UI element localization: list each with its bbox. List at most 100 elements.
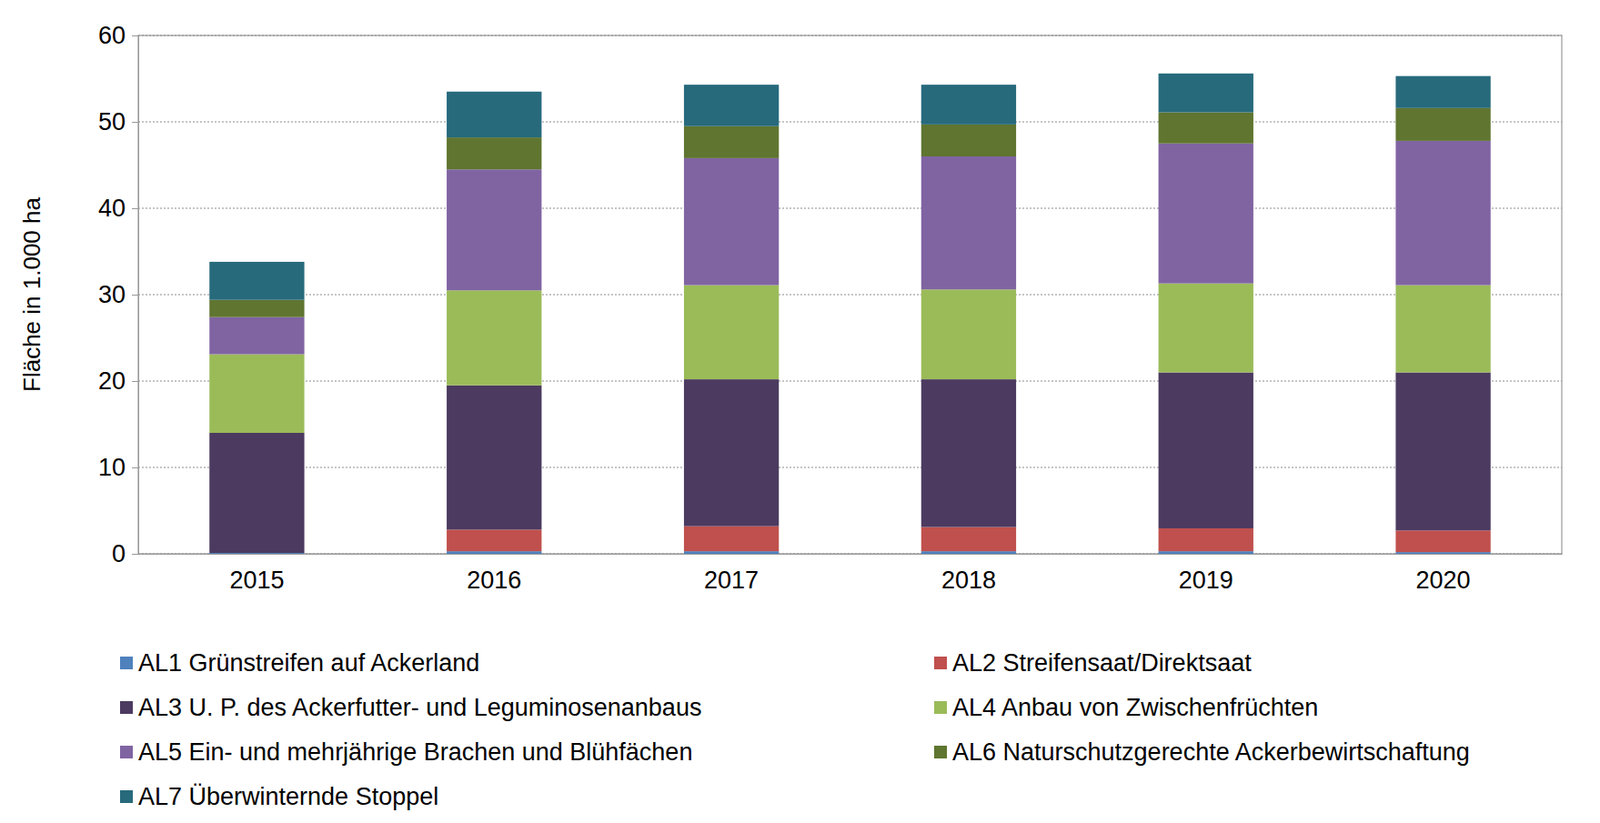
x-tick: 2017 <box>704 553 759 594</box>
bar-segment <box>446 169 542 291</box>
y-axis-title: Fläche in 1.000 ha <box>18 197 46 393</box>
bar-segment <box>1395 76 1490 109</box>
y-tick: 30 <box>98 281 139 309</box>
y-axis-line <box>131 36 140 555</box>
grid-line <box>138 467 1562 469</box>
bar-segment <box>921 84 1017 125</box>
y-tick: 60 <box>98 21 139 50</box>
legend-swatch <box>934 701 947 715</box>
legend-swatch <box>934 656 947 670</box>
legend-label: AL3 U. P. des Ackerfutter- und Leguminos… <box>138 694 702 722</box>
bar-segment <box>1395 530 1490 553</box>
bar-segment <box>209 317 304 355</box>
series <box>446 526 1491 554</box>
bar-segment <box>921 124 1017 157</box>
y-tick-mark <box>131 35 139 37</box>
legend-label: AL5 Ein- und mehrjährige Brachen und Blü… <box>138 738 693 766</box>
y-tick-label: 10 <box>98 453 126 482</box>
y-tick-label: 30 <box>98 281 126 309</box>
bar-segment <box>921 551 1017 554</box>
bar-segment <box>1395 372 1490 532</box>
legend-label: AL2 Streifensaat/Direktsaat <box>952 649 1252 677</box>
x-tick-label: 2015 <box>229 566 284 594</box>
series <box>209 283 1491 433</box>
y-tick: 50 <box>98 108 139 136</box>
y-tick: 20 <box>98 367 139 395</box>
series <box>209 108 1491 318</box>
series <box>209 140 1491 355</box>
x-tick-label: 2017 <box>704 566 759 594</box>
y-tick-mark <box>131 553 139 555</box>
grid-line <box>138 381 1562 383</box>
x-tick-label: 2019 <box>1178 566 1234 594</box>
legend-label: AL4 Anbau von Zwischenfrüchten <box>952 694 1319 722</box>
legend-swatch <box>120 745 133 759</box>
bar-segment <box>921 527 1017 553</box>
grid <box>138 35 1562 554</box>
legend-swatch <box>120 701 133 715</box>
bar-segment <box>1158 112 1254 144</box>
bar-segment <box>446 137 542 170</box>
legend-label: AL7 Überwinternde Stoppel <box>138 783 439 811</box>
legend-swatch <box>120 656 133 670</box>
legend-swatch <box>934 745 947 759</box>
bar-segment <box>1158 73 1254 113</box>
series <box>209 372 1491 554</box>
y-axis: 0 10 20 30 40 50 60 <box>98 21 140 568</box>
bar-segment <box>921 156 1017 290</box>
legend-label: AL6 Naturschutzgerechte Ackerbewirtschaf… <box>952 738 1470 766</box>
bar-segment <box>1395 108 1490 141</box>
y-tick: 40 <box>98 194 139 222</box>
bar-segment <box>209 354 304 433</box>
grid-line <box>138 553 1562 555</box>
legend-item: AL5 Ein- und mehrjährige Brachen und Blü… <box>120 738 693 766</box>
bar-segment <box>209 300 304 318</box>
y-tick-mark <box>131 121 139 123</box>
bar-segment <box>446 290 542 386</box>
chart: 0102030405060201520162017201820192020Flä… <box>0 0 1600 823</box>
series <box>209 551 1491 554</box>
y-tick-label: 60 <box>98 21 126 50</box>
plot: 0102030405060201520162017201820192020 <box>98 21 1563 594</box>
bars <box>209 73 1491 554</box>
legend-item: AL6 Naturschutzgerechte Ackerbewirtschaf… <box>934 738 1470 766</box>
y-tick-label: 40 <box>98 194 126 222</box>
y-tick: 0 <box>111 540 139 568</box>
y-tick-mark <box>131 467 139 469</box>
y-tick-mark <box>131 208 139 210</box>
legend-item: AL2 Streifensaat/Direktsaat <box>934 649 1252 677</box>
y-tick-label: 20 <box>98 367 126 395</box>
bar-segment <box>921 289 1017 380</box>
bar-segment <box>684 285 779 381</box>
bar-segment <box>1158 143 1254 284</box>
x-tick: 2019 <box>1178 553 1234 594</box>
x-tick-label: 2018 <box>941 566 997 594</box>
x-tick-label: 2016 <box>466 566 522 594</box>
legend-item: AL7 Überwinternde Stoppel <box>120 783 439 811</box>
grid-line <box>138 35 1562 37</box>
bar-segment <box>1395 140 1490 286</box>
bar-segment <box>684 551 779 554</box>
bar-segment <box>1158 551 1254 554</box>
legend: AL1 Grünstreifen auf Ackerland AL2 Streif… <box>120 649 1470 811</box>
y-tick-mark <box>131 294 139 296</box>
bar-segment <box>1158 528 1254 552</box>
legend-swatch <box>120 790 133 804</box>
y-tick-mark <box>131 381 139 383</box>
series <box>209 73 1491 301</box>
bar-segment <box>684 126 779 159</box>
bar-segment <box>684 379 779 526</box>
bar-segment <box>1158 283 1254 373</box>
legend-item: AL1 Grünstreifen auf Ackerland <box>120 649 480 677</box>
bar-segment <box>446 529 542 552</box>
x-tick: 2018 <box>941 553 997 594</box>
bar-segment <box>921 379 1017 527</box>
grid-line <box>138 294 1562 296</box>
x-axis: 201520162017201820192020 <box>139 553 1563 594</box>
x-axis-line <box>139 553 1563 555</box>
y-tick-label: 50 <box>98 108 126 136</box>
bar-segment <box>1395 552 1490 554</box>
bar-segment <box>1158 372 1254 529</box>
legend-label: AL1 Grünstreifen auf Ackerland <box>138 649 480 677</box>
bar-segment <box>1395 285 1490 373</box>
